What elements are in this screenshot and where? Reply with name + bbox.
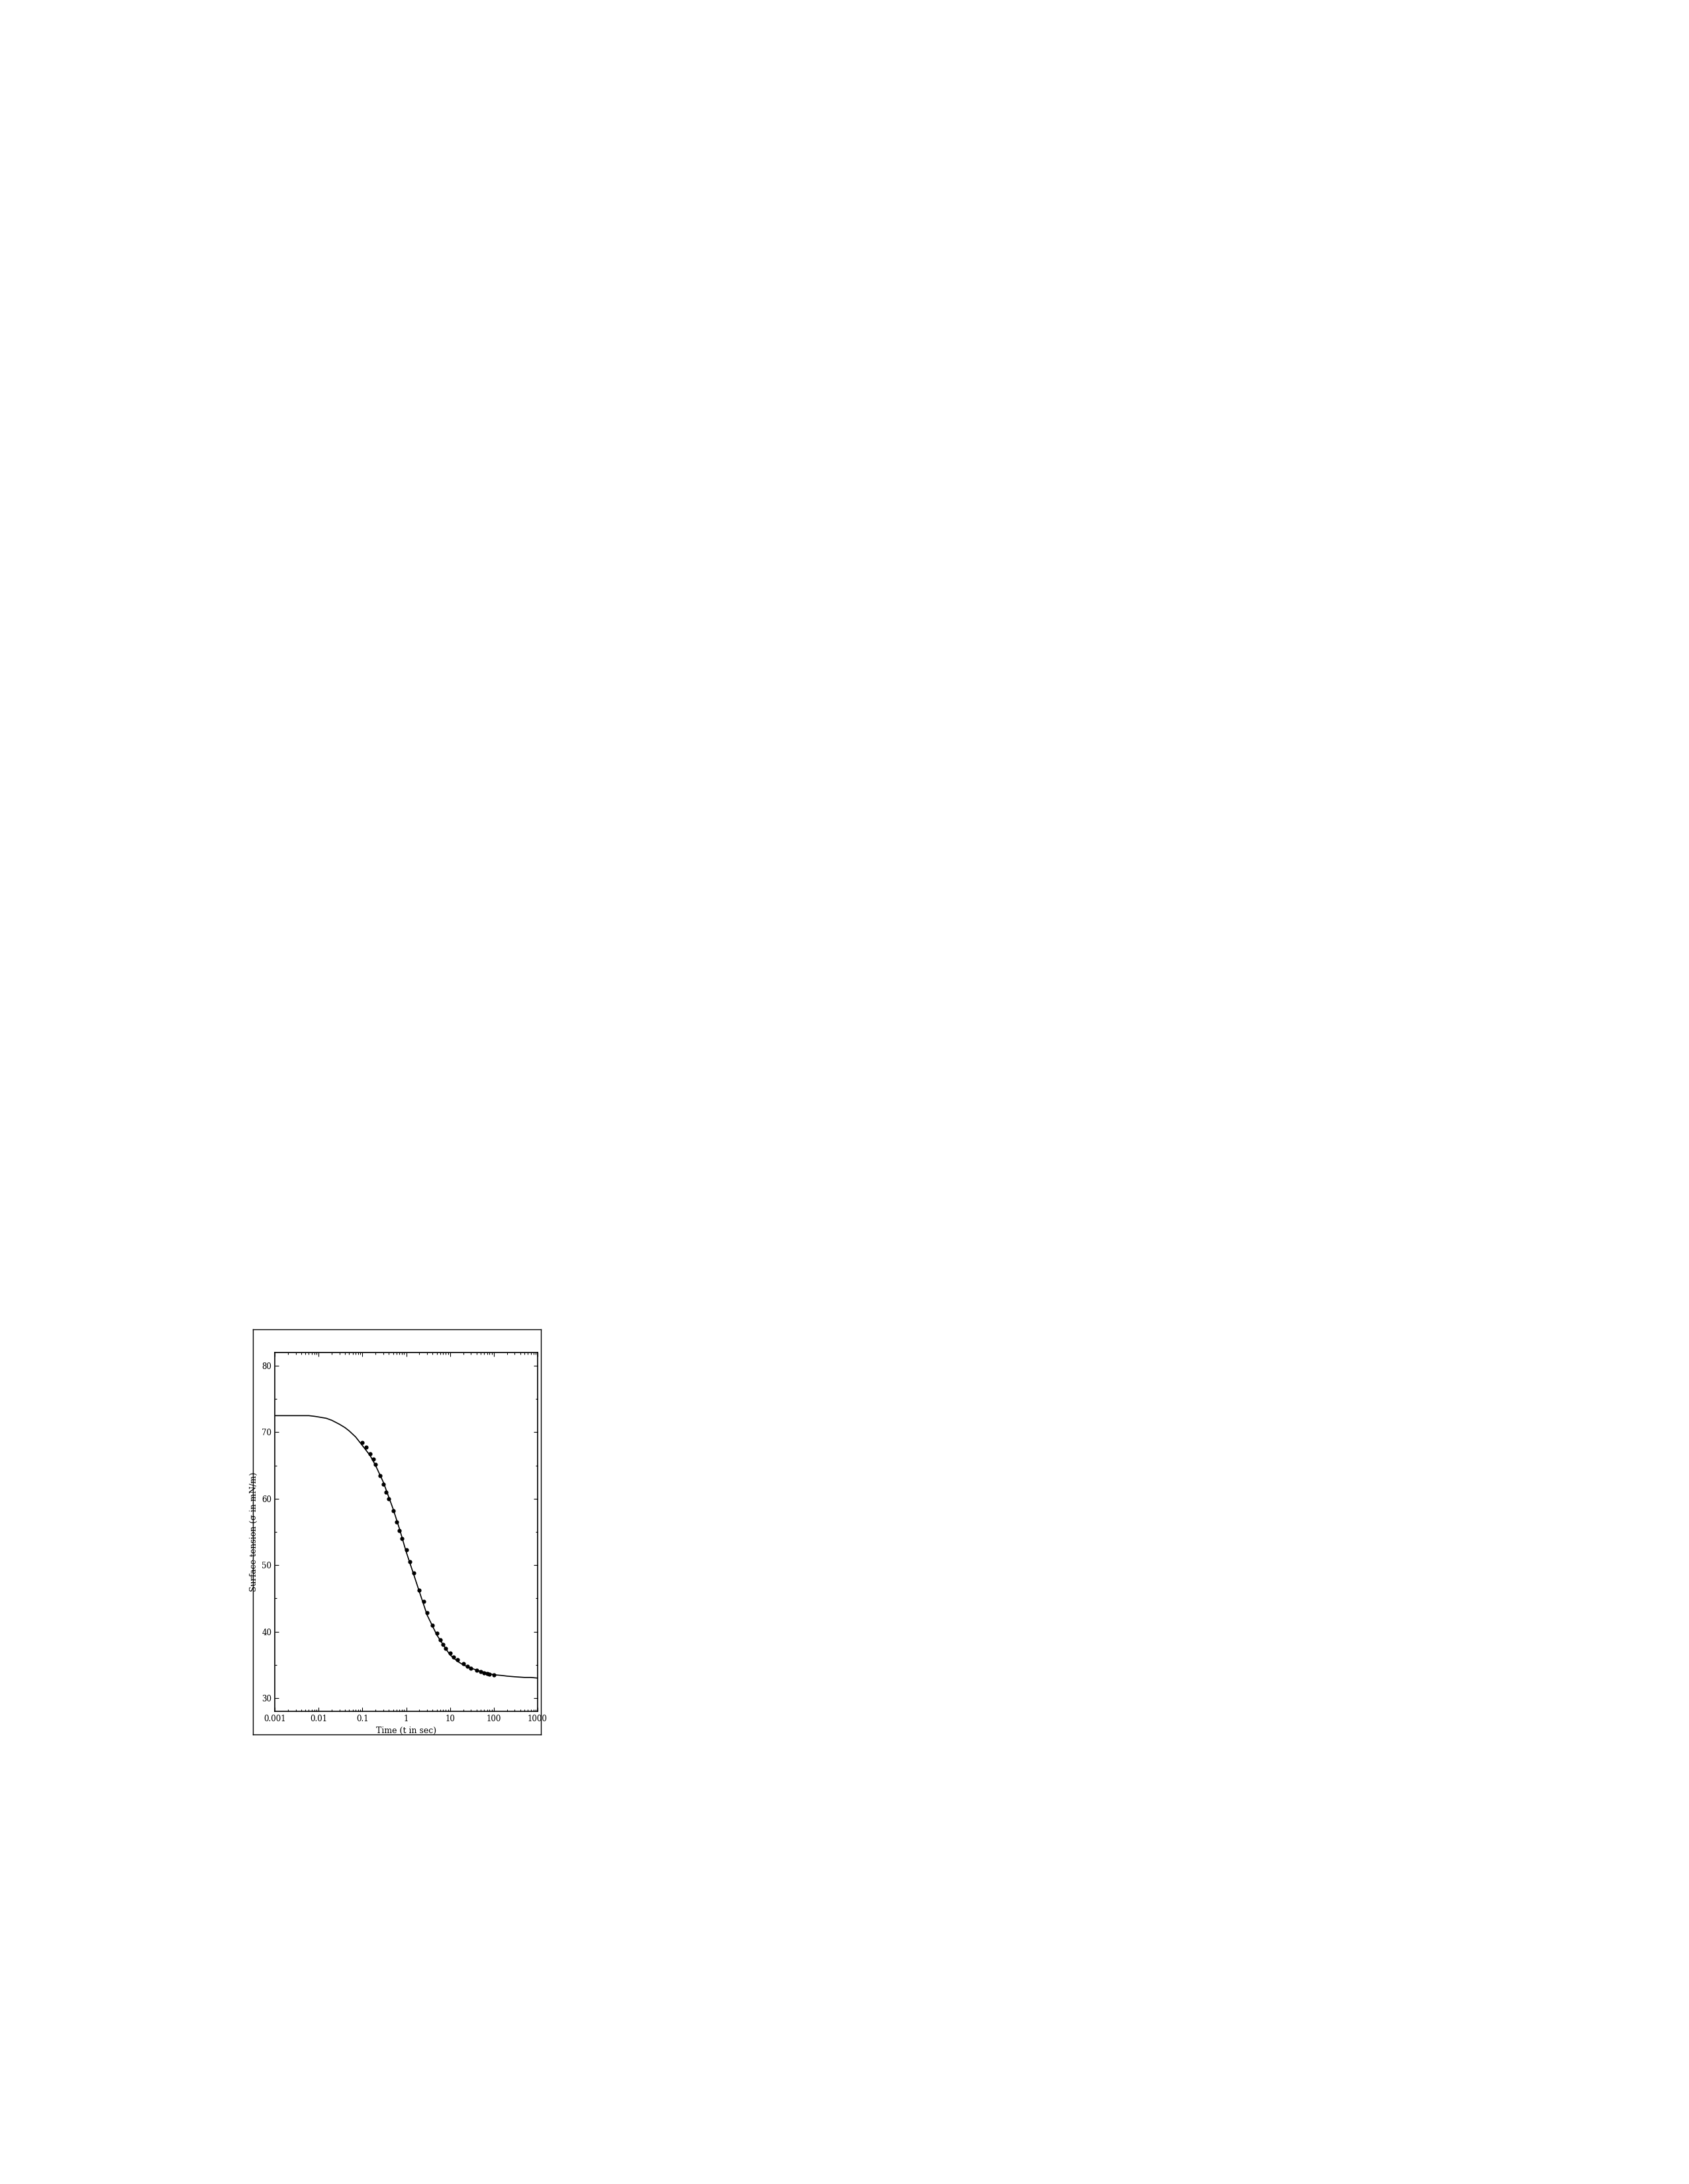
X-axis label: Time (t in sec): Time (t in sec) (377, 1728, 436, 1736)
Point (410, 1583, 437, 1618)
Point (361, 1446, 388, 1481)
Point (427, 1623, 454, 1658)
Point (480, 1658, 507, 1693)
Point (432, 1631, 459, 1666)
Point (436, 1636, 463, 1671)
Point (468, 1653, 495, 1688)
Point (353, 1428, 380, 1463)
Point (473, 1655, 500, 1690)
Point (414, 1597, 441, 1631)
Point (476, 1658, 503, 1693)
Point (375, 1481, 402, 1516)
Point (397, 1544, 424, 1579)
Point (463, 1653, 490, 1688)
Point (360, 1441, 387, 1476)
Point (373, 1474, 400, 1509)
Point (405, 1572, 432, 1607)
Point (367, 1459, 394, 1494)
Point (385, 1514, 412, 1548)
Point (439, 1640, 466, 1675)
Point (419, 1607, 446, 1642)
Point (392, 1533, 419, 1568)
Point (383, 1505, 410, 1540)
Point (370, 1468, 397, 1503)
Point (454, 1649, 481, 1684)
Point (388, 1520, 415, 1555)
Point (471, 1655, 498, 1690)
Point (429, 1627, 456, 1662)
Point (350, 1424, 377, 1459)
Point (424, 1616, 451, 1651)
Point (458, 1651, 485, 1686)
Point (400, 1555, 427, 1590)
Point (444, 1642, 471, 1677)
Y-axis label: Surface tension (σ in mN/m): Surface tension (σ in mN/m) (250, 1472, 258, 1592)
Point (380, 1494, 407, 1529)
Point (356, 1437, 383, 1472)
Point (449, 1647, 476, 1682)
